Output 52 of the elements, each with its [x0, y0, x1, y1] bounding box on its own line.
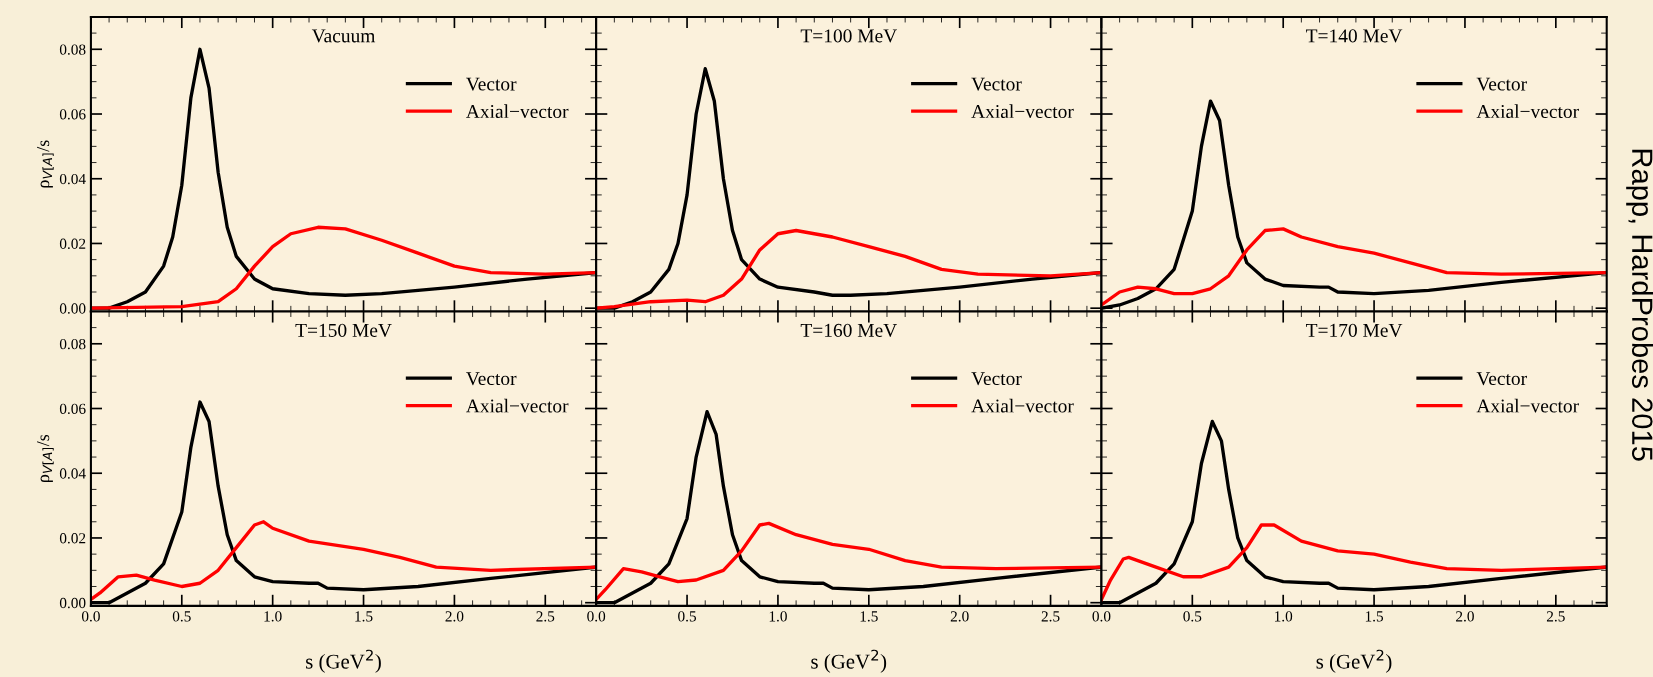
x-tick-label: 1.5	[355, 611, 373, 622]
y-tick-label: 0.08	[59, 338, 86, 350]
y-axis-title: ρ$_{V[A]}$/s	[37, 434, 54, 482]
x-tick-label: 1.0	[769, 611, 787, 622]
y-tick-label: 0.02	[59, 533, 86, 544]
y-tick-label: 0.06	[59, 403, 86, 415]
x-tick-label: 2.5	[536, 611, 555, 622]
legend-label: Vector	[466, 372, 517, 386]
x-tick-label: 2.5	[1041, 611, 1060, 622]
legend-label: Axial−vector	[466, 398, 569, 413]
x-tick-label: 1.5	[860, 611, 878, 622]
x-tick-label: 0.5	[678, 611, 697, 622]
x-tick-label: 2.5	[1546, 611, 1565, 622]
x-tick-label: 0.5	[172, 611, 191, 622]
chart-title: T=100 MeV	[800, 29, 898, 43]
x-tick-label: 0.5	[1183, 611, 1202, 622]
text: Rapp, HardProbes 2015	[1626, 149, 1653, 461]
legend-label: Vector	[971, 77, 1022, 91]
y-tick-label: 0.04	[59, 173, 86, 185]
legend-label: Vector	[971, 372, 1022, 386]
x-tick-label: 2.0	[950, 611, 969, 622]
x-tick-label: 2.0	[1456, 611, 1474, 622]
legend-label: Vector	[466, 77, 517, 91]
chart-title: T=160 MeV	[800, 323, 898, 338]
x-tick-label: 0.0	[81, 611, 100, 622]
chart-title: Vacuum	[311, 29, 376, 43]
chart-title: T=140 MeV	[1306, 29, 1403, 43]
legend-label: Vector	[1476, 77, 1527, 91]
legend-label: Axial−vector	[466, 104, 569, 119]
y-axis-title: ρ$_{V[A]}$/s	[37, 140, 54, 188]
x-tick-label: 2.0	[445, 611, 464, 622]
x-tick-label: 0.0	[1092, 611, 1111, 622]
x-axis-title: s (GeV$^{2}$)	[811, 649, 887, 673]
legend-label: Axial−vector	[971, 104, 1074, 119]
legend-label: Axial−vector	[971, 398, 1074, 413]
y-tick-label: 0.04	[59, 468, 86, 479]
x-axis-title: s (GeV$^{2}$)	[1316, 649, 1392, 673]
x-tick-label: 1.5	[1365, 611, 1384, 622]
x-tick-label: 0.0	[587, 611, 606, 622]
x-tick-label: 1.0	[264, 611, 282, 622]
x-tick-label: 1.0	[1274, 611, 1293, 622]
y-tick-label: 0.00	[59, 303, 86, 314]
y-tick-label: 0.00	[59, 597, 86, 609]
legend-label: Vector	[1476, 372, 1527, 386]
legend-label: Axial−vector	[1476, 398, 1579, 413]
y-tick-label: 0.06	[59, 109, 86, 120]
x-axis-title: s (GeV$^{2}$)	[306, 649, 381, 673]
chart-title: T=170 MeV	[1306, 323, 1403, 338]
chart-title: T=150 MeV	[295, 323, 392, 338]
y-tick-label: 0.08	[59, 44, 86, 55]
legend-label: Axial−vector	[1476, 104, 1579, 119]
y-tick-label: 0.02	[59, 238, 86, 249]
